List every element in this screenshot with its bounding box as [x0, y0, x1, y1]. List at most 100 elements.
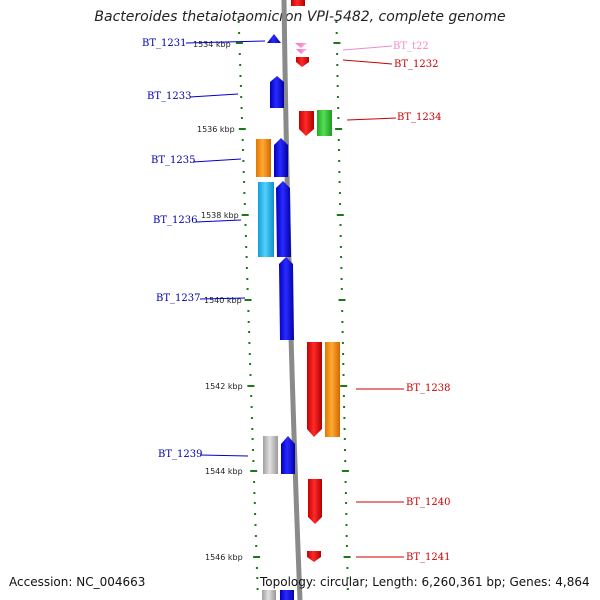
minor-tick [340, 278, 343, 280]
minor-tick [336, 53, 339, 55]
gene-label-BT_1234[interactable]: BT_1234 [397, 112, 441, 123]
minor-tick [248, 353, 251, 355]
gene-feature-BT_1235-orange[interactable] [256, 139, 271, 177]
minor-tick [256, 577, 259, 579]
gene-label-BT_1239[interactable]: BT_1239 [158, 449, 202, 460]
minor-tick [343, 417, 346, 419]
major-tick [335, 128, 343, 130]
minor-tick [335, 32, 338, 34]
minor-tick [256, 588, 259, 590]
gene-feature-BT_1238[interactable] [307, 342, 322, 437]
gene-feature-BT_t22[interactable] [295, 43, 307, 48]
gene-feature-BT_1233[interactable] [270, 76, 284, 108]
minor-tick [343, 406, 346, 408]
minor-tick [250, 395, 253, 397]
minor-tick [336, 85, 339, 87]
gene-feature-BT_t22-b[interactable] [296, 49, 307, 54]
minor-tick [240, 107, 243, 109]
gene-feature-BT_1239-gray[interactable] [263, 436, 278, 474]
gene-feature-BT_1239[interactable] [281, 436, 295, 474]
minor-tick [253, 502, 256, 504]
minor-tick [243, 192, 246, 194]
minor-tick [338, 160, 341, 162]
minor-tick [336, 96, 339, 98]
ruler-label-1538: 1538 kbp [201, 211, 239, 220]
minor-tick [249, 374, 252, 376]
gene-label-BT_1235[interactable]: BT_1235 [151, 155, 195, 166]
minor-tick [247, 310, 250, 312]
minor-tick [244, 235, 247, 237]
gene-label-BT_1231[interactable]: BT_1231 [142, 38, 186, 49]
gene-label-BT_t22[interactable]: BT_t22 [393, 41, 429, 52]
tick-marks [235, 21, 351, 590]
minor-tick [245, 256, 248, 258]
minor-tick [341, 321, 344, 323]
ruler-label-1534: 1534 kbp [193, 40, 231, 49]
gene-feature-BT_1241[interactable] [307, 551, 321, 562]
major-tick [340, 385, 348, 387]
minor-tick [255, 545, 258, 547]
gene-feature-BT_1236[interactable] [276, 181, 291, 257]
minor-tick [346, 588, 349, 590]
minor-tick [254, 513, 257, 515]
ruler-label-1540: 1540 kbp [204, 296, 242, 305]
gene-feature-BT_1240[interactable] [308, 479, 322, 524]
minor-tick [338, 181, 341, 183]
gene-feature-BT_1231[interactable] [267, 34, 281, 43]
gene-label-BT_1238[interactable]: BT_1238 [406, 383, 450, 394]
minor-tick [341, 342, 344, 344]
gene-label-BT_1233[interactable]: BT_1233 [147, 91, 191, 102]
minor-tick [345, 524, 348, 526]
gene-label-BT_1241[interactable]: BT_1241 [406, 552, 450, 563]
gene-feature-BT_1236-cyan[interactable] [258, 182, 274, 257]
major-tick [247, 385, 255, 387]
ruler-label-1536: 1536 kbp [197, 125, 235, 134]
minor-tick [340, 267, 343, 269]
gene-label-BT_1237[interactable]: BT_1237 [156, 293, 200, 304]
gene-feature-BT_1237[interactable] [279, 257, 294, 340]
minor-tick [339, 246, 342, 248]
gene-label-BT_1240[interactable]: BT_1240 [406, 497, 450, 508]
minor-tick [241, 139, 244, 141]
minor-tick [346, 567, 349, 569]
gene-feature-top-red[interactable] [291, 0, 305, 6]
minor-tick [336, 75, 339, 77]
minor-tick [251, 438, 254, 440]
minor-tick [246, 288, 249, 290]
minor-tick [243, 181, 246, 183]
minor-tick [345, 502, 348, 504]
gene-feature-BT_1234[interactable] [299, 111, 314, 136]
major-tick [341, 470, 349, 472]
minor-tick [344, 481, 347, 483]
minor-tick [238, 32, 241, 34]
gene-label-BT_1232[interactable]: BT_1232 [394, 59, 438, 70]
minor-tick [340, 288, 343, 290]
minor-tick [239, 75, 242, 77]
minor-tick [253, 481, 256, 483]
gene-feature-BT_1238-orange[interactable] [325, 342, 340, 437]
minor-tick [339, 203, 342, 205]
minor-tick [239, 85, 242, 87]
minor-tick [237, 21, 240, 23]
minor-tick [245, 267, 248, 269]
minor-tick [346, 577, 349, 579]
gene-label-BT_1236[interactable]: BT_1236 [153, 215, 197, 226]
gene-labels: BT_1231 BT_t22 BT_1232 BT_1233 BT_1234 B… [142, 38, 450, 563]
gene-feature-BT_1232[interactable] [296, 57, 309, 67]
gene-feature-BT_1235[interactable] [274, 138, 288, 177]
minor-tick [342, 353, 345, 355]
minor-tick [337, 139, 340, 141]
minor-tick [242, 149, 244, 151]
minor-tick [243, 203, 246, 205]
gene-feature-bottom-blue[interactable] [280, 590, 294, 600]
minor-tick [246, 278, 249, 280]
accession-text: Accession: NC_004663 [9, 575, 146, 589]
minor-tick [253, 492, 256, 494]
minor-tick [344, 449, 346, 451]
minor-tick [337, 117, 340, 119]
minor-tick [345, 513, 348, 515]
minor-tick [242, 171, 245, 173]
gene-feature-BT_1234-green[interactable] [317, 110, 332, 136]
minor-tick [338, 149, 340, 151]
gene-feature-bottom-gray[interactable] [262, 590, 276, 600]
